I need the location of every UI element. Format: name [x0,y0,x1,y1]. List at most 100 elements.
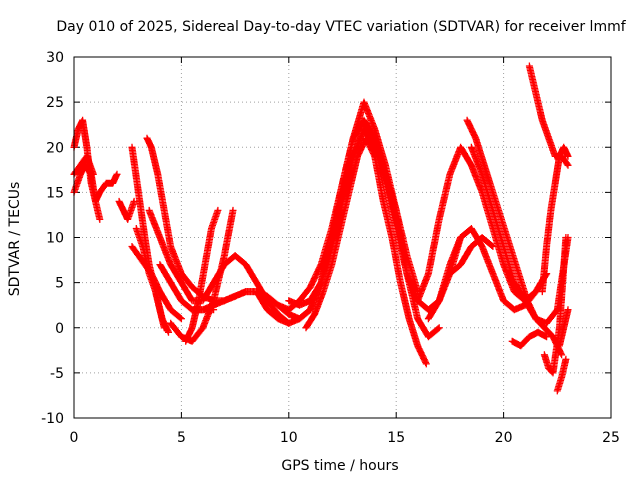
data-point [277,317,279,320]
data-point [217,209,219,212]
y-tick-label: -10 [41,411,64,427]
data-point [466,119,468,121]
data-point [169,281,172,284]
data-point [427,317,430,320]
data-point [373,155,376,158]
data-point [94,200,97,203]
y-tick-label: 30 [46,50,64,66]
data-point [427,272,430,275]
data-point [98,218,101,221]
data-point [167,331,170,334]
data-point [384,164,387,167]
data-point [363,101,365,103]
data-point [562,146,565,149]
data-point [146,137,148,140]
data-point [212,281,215,284]
data-point [363,119,365,121]
data-point [399,281,402,284]
data-point [298,317,301,320]
data-point [330,263,333,266]
data-point [277,313,279,316]
data-point [137,254,140,257]
data-point [384,182,387,185]
data-point [395,227,398,230]
data-point [223,299,226,302]
data-point [180,317,183,320]
data-point [502,245,505,248]
series-arc-12 [182,206,222,345]
data-point [98,191,101,194]
data-point [204,263,206,266]
data-point [191,286,193,288]
data-point [352,137,355,140]
data-point [567,155,569,158]
data-point [427,335,430,338]
data-point [459,263,462,266]
data-point [567,164,569,167]
data-point [356,155,359,158]
data-point [210,227,213,230]
data-point [180,281,183,284]
data-point [131,245,133,248]
axis-ticks: 0 5 10 15 20 25 -10 -5 0 5 10 15 20 25 30 [41,50,620,446]
data-point [528,335,531,338]
data-point [535,317,537,320]
data-point [156,173,159,176]
data-point [184,340,187,343]
data-point [83,164,86,167]
data-point [535,290,537,293]
data-point [118,200,120,203]
data-point [373,146,376,149]
data-point [255,281,258,284]
data-point [154,290,157,293]
data-point [541,290,544,293]
data-point [191,308,193,311]
data-point [408,317,410,320]
data-point [481,191,483,194]
data-point [131,146,133,149]
data-point [545,245,548,248]
data-point [483,164,486,167]
data-point [513,281,516,284]
x-tick-label: 0 [70,430,79,446]
data-point [348,191,350,194]
data-point [391,236,393,239]
data-point [111,182,114,185]
data-point [554,155,556,158]
data-point [492,245,494,248]
data-point [86,146,88,149]
data-point [148,209,150,212]
data-point [547,367,550,370]
data-point [169,263,172,266]
data-point [470,245,473,248]
data-point [92,173,95,176]
plot-frame [73,56,612,419]
data-point [528,65,531,67]
data-point [537,331,539,334]
data-point [309,308,312,311]
data-point [500,218,503,221]
y-tick-label: 10 [46,231,64,247]
data-point [266,299,269,302]
data-point [425,363,428,365]
data-point [511,340,513,343]
data-point [202,308,204,311]
data-point [492,191,494,194]
data-point [191,299,193,302]
data-point [232,209,234,212]
data-point [288,313,290,316]
data-point [459,146,462,149]
data-point [517,272,520,275]
data-point [137,191,140,194]
data-point [330,227,333,230]
series-arc-7 [132,225,172,336]
data-point [148,272,150,275]
series-arc-26 [553,355,570,395]
data-point [339,227,342,230]
data-point [191,340,193,343]
data-point [556,390,559,392]
data-point [163,209,166,212]
data-point [159,263,161,266]
data-point [470,227,473,230]
data-point [554,182,556,185]
